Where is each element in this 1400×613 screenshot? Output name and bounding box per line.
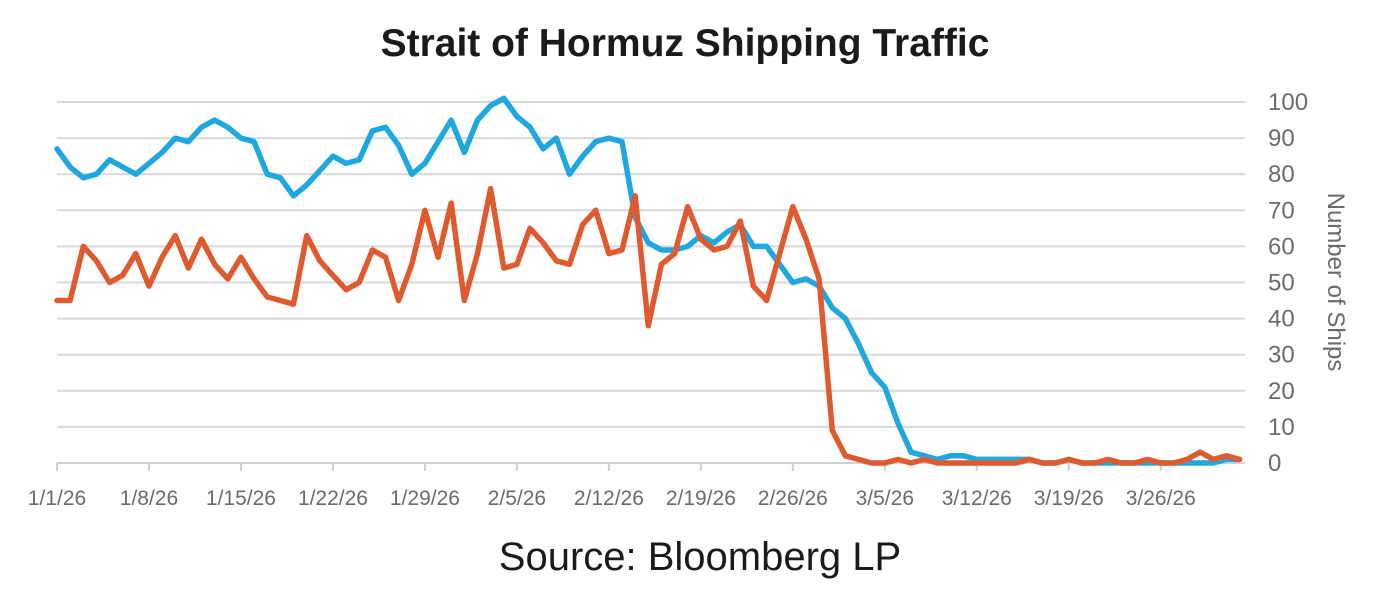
y-tick-label: 10 bbox=[1268, 414, 1295, 441]
series-line-0 bbox=[54, 95, 1243, 466]
y-axis-title: Number of Ships bbox=[1322, 193, 1349, 372]
x-tick-label: 2/12/26 bbox=[574, 487, 644, 510]
x-tick-label: 1/8/26 bbox=[120, 487, 178, 510]
x-tick-label: 1/1/26 bbox=[28, 487, 86, 510]
x-tick-label: 1/29/26 bbox=[390, 487, 460, 510]
x-tick-label: 3/12/26 bbox=[942, 487, 1012, 510]
x-tick-label: 3/19/26 bbox=[1034, 487, 1104, 510]
y-tick-label: 30 bbox=[1268, 342, 1295, 369]
y-tick-label: 0 bbox=[1268, 450, 1281, 477]
y-tick-label: 70 bbox=[1268, 197, 1295, 224]
series-line-1 bbox=[54, 185, 1243, 466]
x-tick-label: 1/15/26 bbox=[206, 487, 276, 510]
x-tick-label: 1/22/26 bbox=[298, 487, 368, 510]
y-tick-label: 80 bbox=[1268, 161, 1295, 188]
x-tick-label: 3/26/26 bbox=[1126, 487, 1196, 510]
y-tick-label: 40 bbox=[1268, 306, 1295, 333]
x-tick-label: 2/26/26 bbox=[758, 487, 828, 510]
x-tick-label: 3/5/26 bbox=[856, 487, 914, 510]
source-note: Source: Bloomberg LP bbox=[498, 535, 902, 579]
chart-title: Strait of Hormuz Shipping Traffic bbox=[380, 22, 990, 65]
y-tick-label: 90 bbox=[1268, 125, 1295, 152]
x-tick-label: 2/19/26 bbox=[666, 487, 736, 510]
y-tick-label: 100 bbox=[1268, 89, 1308, 116]
x-tick-label: 2/5/26 bbox=[488, 487, 546, 510]
y-tick-label: 50 bbox=[1268, 270, 1295, 297]
y-tick-label: 20 bbox=[1268, 378, 1295, 405]
y-tick-label: 60 bbox=[1268, 233, 1295, 260]
